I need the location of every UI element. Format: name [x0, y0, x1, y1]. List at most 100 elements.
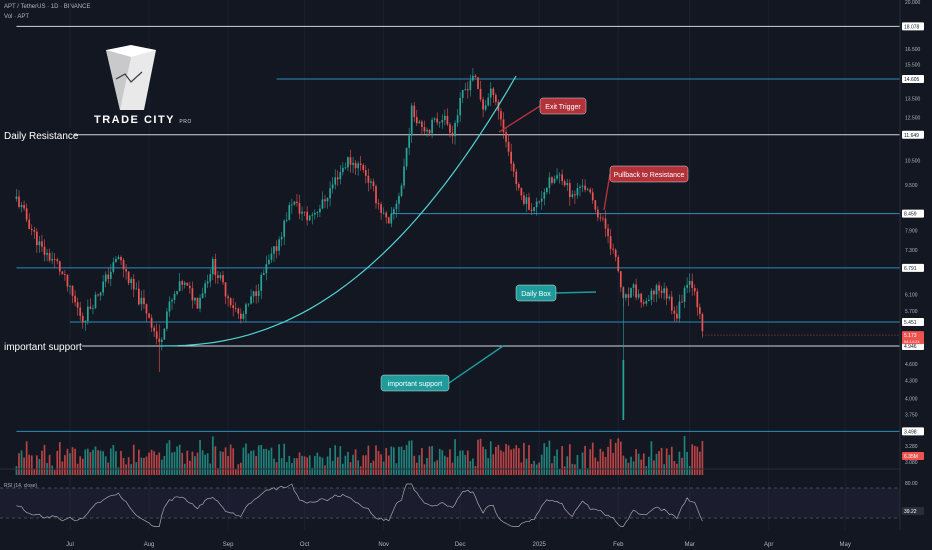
volume-bar [117, 467, 120, 475]
candle-body [247, 303, 250, 305]
candle-body [125, 269, 127, 272]
candle-body [112, 262, 115, 272]
candle-body [51, 259, 53, 261]
volume-bar [23, 457, 25, 475]
candle-body [265, 264, 268, 274]
candle-body [321, 199, 324, 209]
candle-body [25, 208, 28, 220]
time-tick-label: Dec [455, 542, 466, 548]
candle-body [240, 313, 242, 319]
volume-bar [41, 450, 43, 475]
volume-bar [362, 455, 365, 475]
candle-body [523, 195, 525, 204]
candle-body [403, 166, 405, 186]
time-tick-label: Mar [684, 542, 694, 548]
volume-bar [642, 453, 645, 475]
volume-bar [61, 461, 64, 475]
volume-bar [377, 451, 380, 475]
volume-bar [574, 464, 576, 475]
volume-bar [66, 448, 69, 475]
candle-body [591, 192, 594, 201]
candle-body [255, 291, 257, 296]
volume-bar [561, 446, 563, 475]
price-tick-label: 9.500 [905, 183, 918, 189]
candle-body [553, 178, 556, 183]
volume-bar [153, 451, 155, 475]
volume-bar [262, 448, 265, 475]
candle-body [362, 164, 365, 170]
candle-body [668, 296, 671, 299]
level-badge-label: 8.459 [904, 212, 917, 218]
volume-bar [584, 445, 586, 475]
volume-bar [497, 444, 500, 475]
candle-body [385, 212, 388, 218]
volume-bar [191, 451, 194, 475]
candle-body [181, 281, 184, 285]
volume-bar [387, 455, 390, 475]
exit-trigger-callout-box [539, 97, 587, 115]
candle-body [336, 177, 339, 180]
candle-body [528, 197, 530, 210]
volume-bar [115, 451, 117, 475]
volume-bar [168, 440, 171, 475]
candle-body [242, 314, 245, 319]
volume-bar [359, 466, 362, 475]
candle-body [500, 110, 502, 120]
volume-bar [122, 457, 125, 475]
volume-bar [444, 455, 446, 475]
exit-trigger-callout-pointer [498, 105, 541, 133]
candle-body [308, 215, 311, 221]
candle-body [546, 187, 548, 193]
volume-bar [477, 439, 479, 475]
volume-bar [489, 441, 492, 475]
volume-bar [211, 436, 214, 475]
volume-bar [89, 452, 92, 475]
volume-bar [64, 455, 66, 475]
volume-bar [120, 450, 122, 475]
candle-body [306, 211, 308, 221]
candle-body [84, 321, 87, 323]
level-badge [902, 130, 924, 139]
time-tick-label: Aug [144, 542, 155, 548]
volume-bar [84, 449, 87, 475]
volume-bar [173, 451, 176, 475]
candle-body [609, 236, 612, 249]
current-price-badge [902, 331, 924, 345]
candle-body [359, 163, 362, 165]
volume-bar [469, 461, 472, 475]
candle-body [41, 241, 43, 247]
volume-bar [201, 450, 204, 475]
volume-bar [665, 448, 668, 475]
volume-bar [540, 454, 543, 475]
candle-body [326, 198, 329, 202]
time-tick-label: Sep [223, 542, 234, 548]
volume-bar [232, 448, 235, 475]
candle-body [512, 163, 515, 172]
candle-body [441, 119, 444, 123]
candle-body [209, 274, 212, 282]
candle-body [186, 282, 189, 286]
volume-bar [194, 456, 196, 475]
candle-body [466, 89, 469, 91]
candle-body [148, 313, 150, 318]
candle-body [211, 258, 214, 275]
rsi-band [0, 488, 900, 518]
candle-body [143, 297, 145, 305]
volume-bar [602, 451, 604, 475]
candle-body [446, 115, 449, 125]
candle-body [107, 274, 110, 279]
price-tick-label: 7.300 [905, 248, 918, 254]
volume-bar [189, 460, 191, 475]
volume-bar [150, 449, 153, 475]
volume-bar [556, 449, 558, 475]
time-tick-label: 2025 [533, 542, 547, 548]
daily-resistance-label: Daily Resistance [4, 131, 79, 142]
candle-body [349, 157, 352, 165]
volume-bar [617, 438, 620, 475]
volume-bar [102, 451, 104, 475]
volume-bar [227, 455, 229, 475]
candle-body [637, 293, 640, 298]
volume-bar [196, 452, 199, 475]
candle-body [160, 339, 163, 343]
